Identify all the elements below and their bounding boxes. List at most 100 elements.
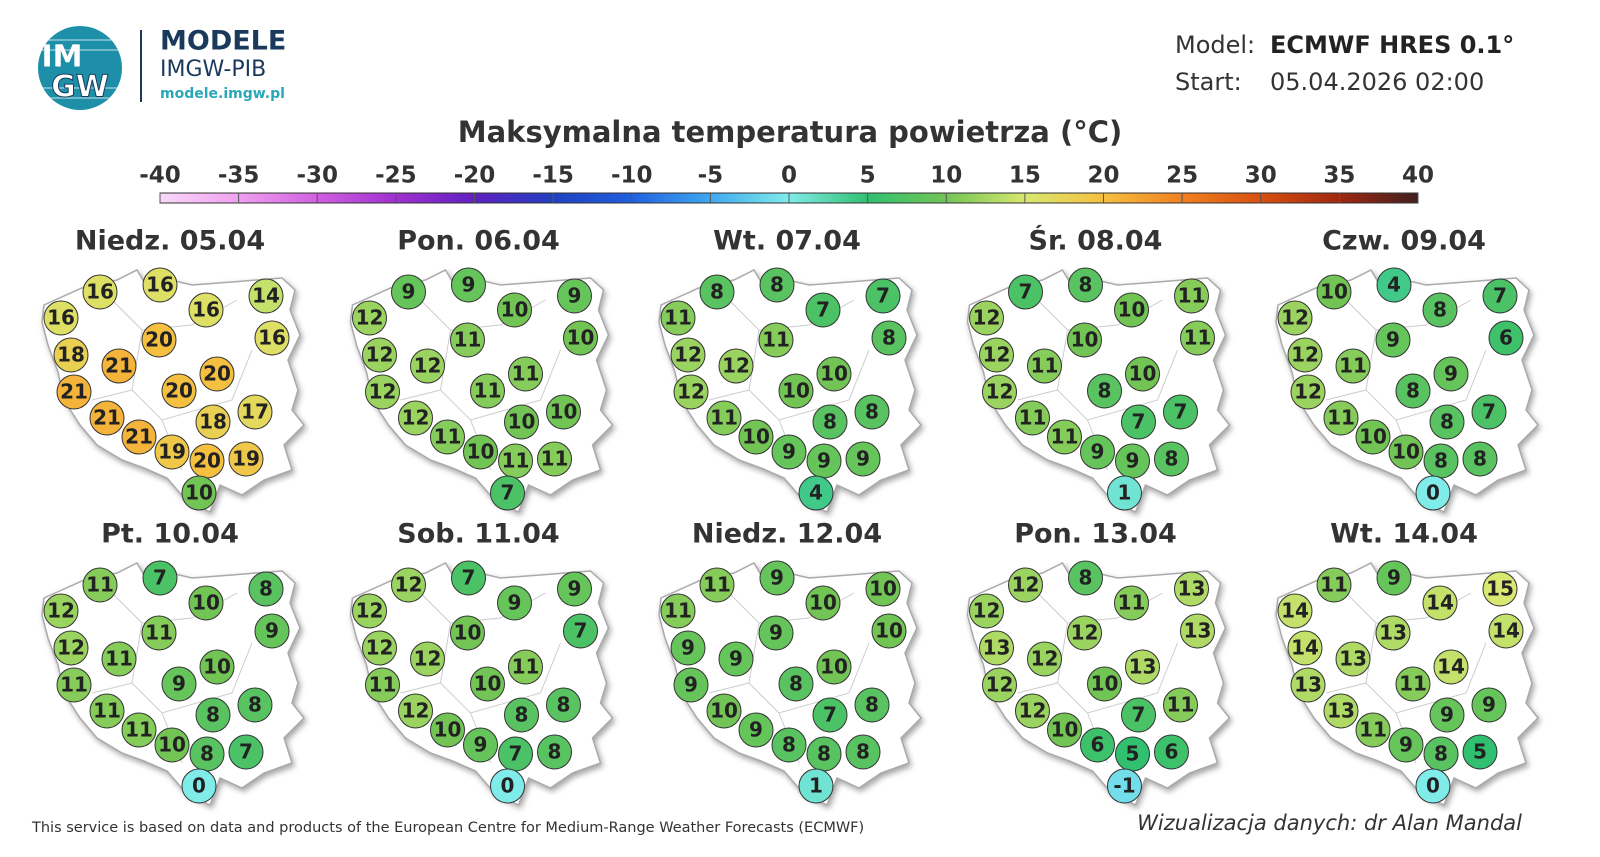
station-marker xyxy=(854,687,890,723)
station-temp: 16 xyxy=(192,298,220,322)
station-temp: 8 xyxy=(865,400,879,424)
station-temp: 7 xyxy=(574,619,588,643)
station-marker xyxy=(142,560,178,596)
station-marker xyxy=(1080,434,1115,470)
station-marker xyxy=(1047,419,1082,455)
station-temp: 12 xyxy=(986,673,1014,697)
station-marker xyxy=(254,613,290,649)
station-marker xyxy=(982,374,1017,410)
station-marker xyxy=(871,613,907,649)
station-temp: 9 xyxy=(474,733,488,757)
station-marker xyxy=(463,434,498,470)
station-temp: 21 xyxy=(125,425,153,449)
station-marker xyxy=(1174,278,1209,314)
station-temp: 10 xyxy=(501,298,529,322)
station-marker xyxy=(391,567,426,603)
station-marker xyxy=(537,734,572,770)
station-marker xyxy=(982,667,1017,703)
station-temp: 9 xyxy=(770,566,784,590)
station-temp: 11 xyxy=(145,621,173,645)
station-marker xyxy=(362,337,397,373)
station-temp: 12 xyxy=(356,599,384,623)
station-marker xyxy=(670,337,706,373)
station-temp: 9 xyxy=(462,273,476,297)
station-marker xyxy=(798,475,834,511)
station-marker xyxy=(1008,567,1043,603)
station-temp: 9 xyxy=(568,284,582,308)
station-temp: 11 xyxy=(762,328,790,352)
colorbar-tick-label: 0 xyxy=(781,163,797,189)
map-title: Czw. 09.04 xyxy=(1322,226,1486,257)
station-marker xyxy=(195,697,231,733)
station-temp: 7 xyxy=(823,703,837,727)
station-marker xyxy=(563,613,598,649)
station-temp: 10 xyxy=(203,655,231,679)
station-temp: 16 xyxy=(86,280,114,304)
station-temp: 9 xyxy=(769,621,783,645)
station-temp: 9 xyxy=(1399,733,1413,757)
station-temp: 11 xyxy=(1167,693,1195,717)
station-temp: 11 xyxy=(1320,573,1348,597)
station-marker xyxy=(546,687,581,723)
station-marker xyxy=(161,666,197,702)
station-temp: 11 xyxy=(703,573,731,597)
station-marker xyxy=(1290,374,1326,410)
station-temp: 11 xyxy=(512,362,540,386)
org: IMGW-PIB xyxy=(160,57,266,82)
station-marker xyxy=(759,560,795,596)
station-temp: 7 xyxy=(1174,400,1188,424)
station-temp: 16 xyxy=(47,306,75,330)
station-marker xyxy=(362,630,397,666)
logo-text: IM xyxy=(41,40,82,75)
station-temp: 12 xyxy=(414,354,442,378)
station-marker xyxy=(1277,300,1313,336)
credit: Wizualizacja danych: dr Alan Mandal xyxy=(1137,811,1522,835)
station-marker xyxy=(778,666,814,702)
start: 05.04.2026 02:00 xyxy=(1270,68,1484,96)
station-temp: 12 xyxy=(402,406,430,430)
station-marker xyxy=(508,356,543,392)
station-temp: 10 xyxy=(869,577,897,601)
station-temp: 9 xyxy=(1387,566,1401,590)
station-marker xyxy=(738,712,774,748)
station-marker xyxy=(1422,585,1458,621)
model-label: Model: xyxy=(1175,31,1255,59)
station-marker xyxy=(154,434,190,470)
station-marker xyxy=(365,374,400,410)
station-temp: 8 xyxy=(770,273,784,297)
station-marker xyxy=(557,571,592,607)
station-marker xyxy=(470,666,505,702)
station-marker xyxy=(1462,441,1498,477)
station-marker xyxy=(1335,641,1371,677)
station-temp: 10 xyxy=(192,591,220,615)
station-temp: 12 xyxy=(1294,380,1322,404)
station-temp: 12 xyxy=(366,636,394,660)
station-temp: 6 xyxy=(1165,740,1179,764)
station-marker xyxy=(1375,615,1411,651)
station-marker xyxy=(660,593,696,629)
station-temp: 11 xyxy=(434,425,462,449)
station-temp: 8 xyxy=(1098,379,1112,403)
station-marker xyxy=(89,400,125,436)
station-marker xyxy=(1180,320,1215,356)
station-marker xyxy=(430,712,465,748)
station-marker xyxy=(1125,649,1160,685)
colorbar-tick-label: 40 xyxy=(1402,163,1434,189)
station-temp: 12 xyxy=(369,380,397,404)
station-temp: 12 xyxy=(722,354,750,378)
station-temp: 7 xyxy=(816,298,830,322)
station-temp: 8 xyxy=(515,703,529,727)
station-temp: 11 xyxy=(512,655,540,679)
station-temp: 8 xyxy=(548,740,562,764)
colorbar-tick-label: 10 xyxy=(930,163,962,189)
station-temp: 5 xyxy=(1126,742,1140,766)
station-temp: 9 xyxy=(508,591,522,615)
station-temp: 8 xyxy=(259,577,273,601)
station-marker xyxy=(470,373,505,409)
station-temp: 8 xyxy=(789,672,803,696)
station-temp: 6 xyxy=(1091,733,1105,757)
